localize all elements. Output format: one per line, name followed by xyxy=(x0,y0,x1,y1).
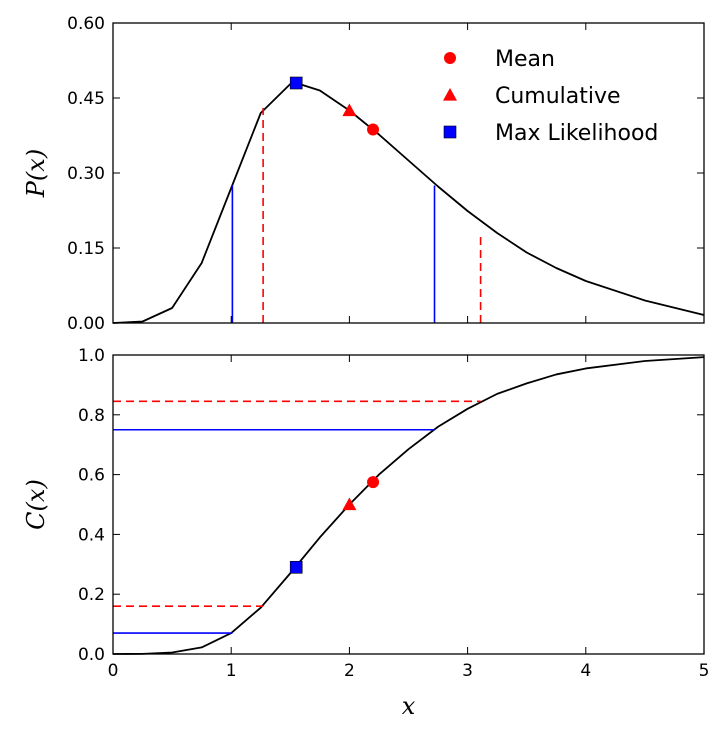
y-tick-label: 0.2 xyxy=(78,585,105,605)
legend-marker-max-likelihood xyxy=(443,125,457,139)
marker-max-likelihood xyxy=(289,560,303,574)
marker-cumulative xyxy=(342,103,357,117)
marker-mean xyxy=(367,123,380,136)
y-tick-label: 0.45 xyxy=(67,89,105,109)
plot-frame xyxy=(112,354,705,655)
marker-max-likelihood xyxy=(289,76,303,90)
distribution-curve xyxy=(112,356,705,655)
distribution-curve xyxy=(112,82,705,324)
y-tick-label: 0.15 xyxy=(67,239,105,259)
y-tick-label: 0.4 xyxy=(78,525,105,545)
x-axis-label: x xyxy=(402,692,416,720)
y-tick-label: 0.00 xyxy=(67,314,105,334)
y-tick-label: 1.0 xyxy=(78,346,105,366)
legend-marker-cumulative xyxy=(443,88,457,101)
y-axis-label: C(x) xyxy=(22,479,50,530)
x-tick-label: 1 xyxy=(226,661,237,681)
x-tick-label: 2 xyxy=(344,661,355,681)
plot-frame xyxy=(112,22,705,324)
legend-label: Mean xyxy=(495,47,555,72)
y-tick-label: 0.0 xyxy=(78,645,105,665)
x-tick-label: 3 xyxy=(462,661,473,681)
legend-marker-mean xyxy=(444,52,456,64)
legend: Mean Cumulative Max Likelihood xyxy=(443,47,658,146)
y-tick-label: 0.8 xyxy=(78,406,105,426)
x-tick-label: 5 xyxy=(699,661,710,681)
marker-cumulative xyxy=(342,497,357,511)
cdf-panel: 0.0 0.2 0.4 0.6 0.8 1.0 0 1 2 3 4 5 C(x) x xyxy=(22,346,709,720)
pdf-panel: 0.00 0.15 0.30 0.45 0.60 P(x) Mean Cumulative Ma… xyxy=(22,14,705,334)
legend-label: Cumulative xyxy=(495,84,621,109)
y-axis-label: P(x) xyxy=(22,149,50,198)
y-tick-label: 0.6 xyxy=(78,466,105,486)
x-tick-label: 0 xyxy=(108,661,119,681)
marker-mean xyxy=(367,476,380,489)
y-tick-label: 0.60 xyxy=(67,14,105,34)
x-tick-label: 4 xyxy=(580,661,591,681)
y-tick-label: 0.30 xyxy=(67,164,105,184)
legend-label: Max Likelihood xyxy=(495,121,658,146)
